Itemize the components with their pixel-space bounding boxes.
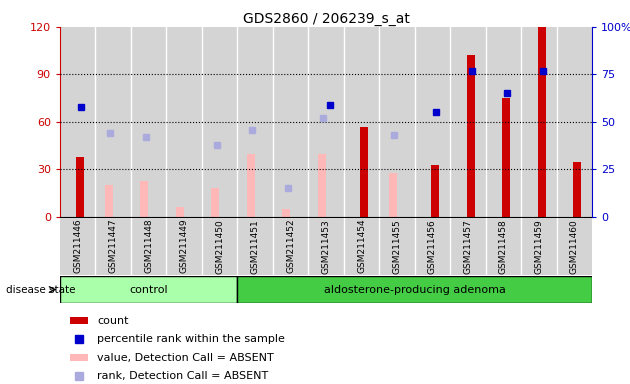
Bar <box>557 27 592 217</box>
Bar <box>166 218 202 275</box>
Bar <box>521 218 557 275</box>
Text: value, Detection Call = ABSENT: value, Detection Call = ABSENT <box>97 353 274 362</box>
Bar <box>211 189 219 217</box>
Text: GSM211451: GSM211451 <box>251 219 260 274</box>
Bar <box>95 27 131 217</box>
Text: GSM211448: GSM211448 <box>144 219 153 273</box>
Text: count: count <box>97 316 129 326</box>
Bar <box>238 218 273 275</box>
Bar <box>450 27 486 217</box>
Bar <box>60 276 238 303</box>
Text: GSM211456: GSM211456 <box>428 219 437 274</box>
Bar <box>486 218 521 275</box>
Bar <box>318 154 326 217</box>
Bar <box>131 218 166 275</box>
Bar <box>389 173 397 217</box>
Text: aldosterone-producing adenoma: aldosterone-producing adenoma <box>324 285 506 295</box>
Bar <box>202 27 238 217</box>
Bar <box>344 218 379 275</box>
Bar <box>360 127 369 217</box>
Bar <box>308 218 344 275</box>
Bar <box>176 207 184 217</box>
Text: GSM211459: GSM211459 <box>534 219 544 274</box>
Bar <box>166 27 202 217</box>
Text: GSM211446: GSM211446 <box>73 219 82 273</box>
Title: GDS2860 / 206239_s_at: GDS2860 / 206239_s_at <box>243 12 410 26</box>
Bar <box>202 218 238 275</box>
Text: GSM211447: GSM211447 <box>108 219 118 273</box>
Bar <box>238 276 592 303</box>
Text: percentile rank within the sample: percentile rank within the sample <box>97 334 285 344</box>
Bar <box>140 180 148 217</box>
Bar <box>247 154 255 217</box>
Bar <box>238 27 273 217</box>
Bar <box>557 218 592 275</box>
Bar <box>273 27 308 217</box>
Text: control: control <box>129 285 168 295</box>
Bar <box>467 55 475 217</box>
Bar <box>282 209 290 217</box>
Bar <box>379 27 415 217</box>
Text: rank, Detection Call = ABSENT: rank, Detection Call = ABSENT <box>97 371 268 381</box>
Text: GSM211450: GSM211450 <box>215 219 224 274</box>
Bar <box>131 27 166 217</box>
Bar <box>60 218 95 275</box>
Text: GSM211449: GSM211449 <box>180 219 188 273</box>
Bar <box>344 27 379 217</box>
Bar <box>71 354 88 361</box>
Text: GSM211455: GSM211455 <box>392 219 401 274</box>
Bar <box>308 27 344 217</box>
Bar <box>573 162 581 217</box>
Text: GSM211460: GSM211460 <box>570 219 579 274</box>
Text: GSM211452: GSM211452 <box>286 219 295 273</box>
Bar <box>379 218 415 275</box>
Text: GSM211454: GSM211454 <box>357 219 366 273</box>
Bar <box>71 317 88 324</box>
Bar <box>105 185 113 217</box>
Bar <box>502 98 510 217</box>
Text: disease state: disease state <box>6 285 76 295</box>
Bar <box>60 27 95 217</box>
Bar <box>415 27 450 217</box>
Bar <box>415 218 450 275</box>
Bar <box>95 218 131 275</box>
Bar <box>450 218 486 275</box>
Bar <box>538 27 546 217</box>
Text: GSM211453: GSM211453 <box>321 219 331 274</box>
Bar <box>486 27 521 217</box>
Bar <box>273 218 308 275</box>
Text: GSM211457: GSM211457 <box>464 219 472 274</box>
Text: GSM211458: GSM211458 <box>499 219 508 274</box>
Bar <box>76 157 84 217</box>
Bar <box>521 27 557 217</box>
Bar <box>432 165 439 217</box>
